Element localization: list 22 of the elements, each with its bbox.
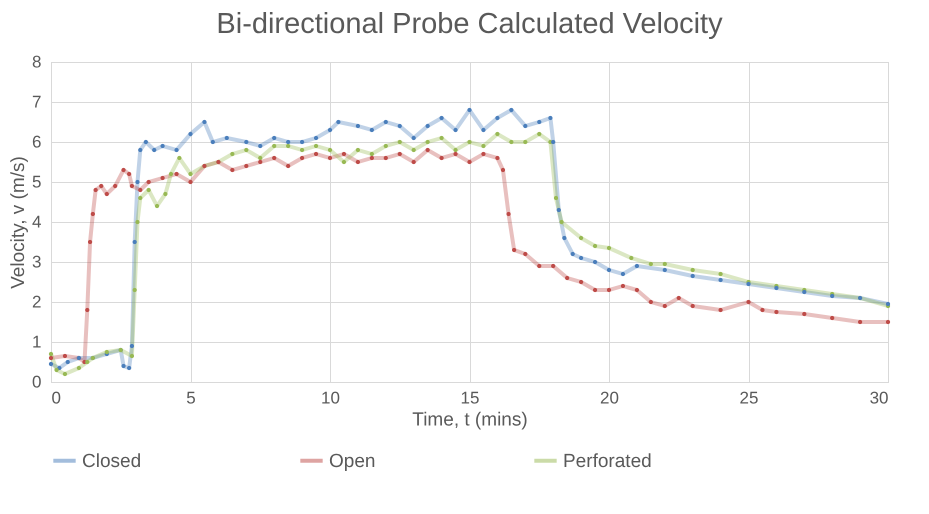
x-tick-label: 25 <box>740 388 758 408</box>
legend-label: Open <box>329 450 376 472</box>
y-tick-label: 5 <box>32 172 42 192</box>
x-tick-label: 0 <box>52 388 61 408</box>
y-tick-label: 2 <box>32 292 42 312</box>
legend-label: Closed <box>82 450 142 472</box>
x-axis-title: Time, t (mins) <box>412 410 528 430</box>
y-tick-label: 3 <box>32 252 42 272</box>
x-tick-label: 15 <box>460 388 480 408</box>
y-tick-label: 4 <box>32 212 42 232</box>
x-tick-label: 30 <box>870 388 888 408</box>
legend-label: Perforated <box>563 450 652 472</box>
y-tick-label: 0 <box>32 372 42 392</box>
chart-title: Bi-directional Probe Calculated Velocity <box>216 8 724 40</box>
y-tick-label: 7 <box>32 92 42 112</box>
y-axis-title: Velocity, v (m/s) <box>8 156 30 289</box>
y-tick-label: 1 <box>32 332 42 352</box>
x-tick-label: 20 <box>600 388 619 408</box>
y-tick-label: 6 <box>32 132 42 152</box>
x-tick-label: 10 <box>321 388 340 408</box>
y-tick-label: 8 <box>32 52 42 72</box>
x-tick-label: 5 <box>186 388 196 408</box>
